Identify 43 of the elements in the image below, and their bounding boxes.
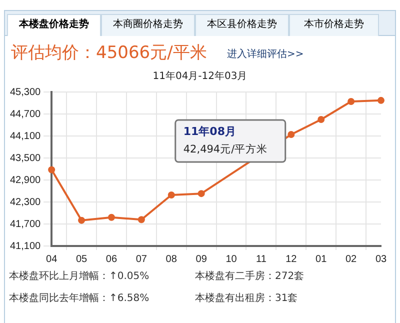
y-tick-label: 45,300	[10, 86, 42, 98]
x-tick-label: 10	[226, 254, 238, 265]
y-tick-label: 43,500	[10, 152, 42, 164]
x-tick-label: 03	[375, 254, 387, 265]
text: 本商圈价格走势	[101, 14, 195, 36]
x-tick-label: 02	[345, 254, 358, 265]
y-tick-label: 42,300	[10, 196, 42, 208]
annotation: 42,494元/平方米	[183, 142, 268, 156]
y-tick-label: 41,700	[10, 218, 42, 230]
point	[78, 216, 86, 224]
point	[48, 166, 56, 174]
x-tick-label: 12	[286, 254, 298, 265]
text: 本楼盘同比去年增幅：↑6.58%	[9, 292, 150, 305]
text: 本楼盘有二手房：272套	[195, 270, 304, 283]
y-tick-label: 44,100	[10, 130, 42, 142]
x-tick-label: 09	[196, 254, 208, 265]
text: 本楼盘环比上月增幅：↑0.05%	[9, 270, 150, 283]
text: 本楼盘价格走势	[7, 14, 101, 36]
x-tick-label: 08	[166, 254, 178, 265]
point	[138, 216, 145, 224]
x-tick-label: 01	[316, 254, 328, 265]
text: 本市价格走势	[289, 14, 379, 36]
chart-subtitle: 11年04月-12年03月	[152, 70, 248, 83]
y-tick-label: 41,100	[10, 240, 42, 252]
point	[378, 96, 384, 104]
point	[348, 98, 355, 106]
x-tick-label: 11	[256, 254, 267, 265]
x-tick-label: 05	[76, 254, 88, 265]
y-tick-label: 44,700	[10, 108, 42, 120]
point	[198, 190, 205, 198]
y-tick-label: 42,900	[10, 174, 42, 186]
point	[168, 192, 175, 199]
point	[288, 131, 295, 138]
text: 本区县价格走势	[195, 14, 289, 36]
text: 本楼盘有出租房：31套	[195, 292, 298, 305]
chart-title: 评估均价：45066元/平米	[11, 42, 207, 64]
x-tick-label: 07	[136, 254, 148, 265]
x-tick-label: 06	[106, 254, 118, 265]
text: 进入详细评估>>	[227, 48, 304, 61]
point	[108, 214, 115, 221]
point	[318, 116, 325, 123]
x-tick-label: 04	[46, 254, 58, 265]
annotation: 11年08月	[183, 124, 236, 138]
